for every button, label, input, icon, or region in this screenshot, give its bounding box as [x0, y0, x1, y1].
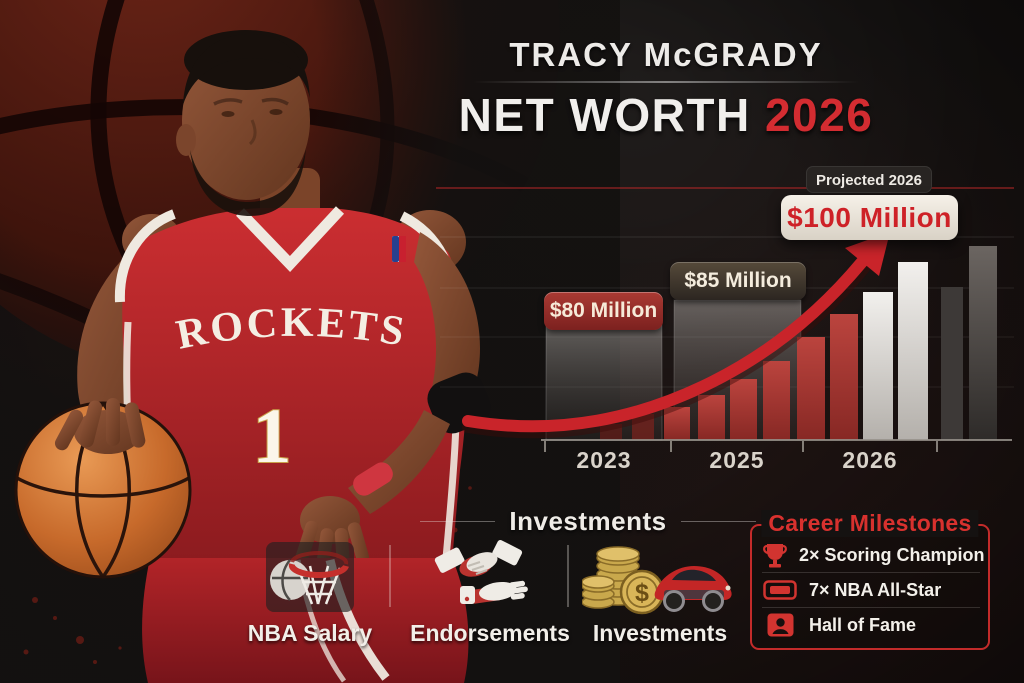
hand-on-ball: [54, 398, 146, 454]
heading-right-line: [680, 520, 757, 523]
trophy-icon: [762, 542, 788, 569]
column-divider-2: [567, 545, 569, 607]
value-label-2025: $85 Million: [670, 262, 806, 300]
chart-axis: [541, 439, 1012, 452]
career-milestones-box: Career Milestones 2× Scoring Champion: [750, 510, 990, 650]
milestone-row-hall-of-fame: Hall of Fame: [762, 608, 980, 642]
projected-value-label: $100 Million: [781, 195, 958, 240]
x-tick-2025: 2025: [709, 447, 765, 473]
player-head: [176, 30, 310, 216]
page-title-networth: NET WORTH 2026: [430, 88, 902, 142]
player-figure: ROCKETS 1: [14, 30, 491, 683]
income-heading-text: Investments: [509, 506, 667, 536]
column-divider-1: [389, 545, 391, 607]
hall-of-fame-portrait-icon: [762, 613, 798, 637]
networth-text: NET WORTH: [458, 89, 751, 141]
heading-left-line: [420, 520, 496, 523]
milestone-label: Hall of Fame: [809, 614, 917, 635]
x-tick-2026: 2026: [842, 447, 898, 473]
coins-and-car-icon: $: [582, 546, 732, 615]
x-tick-2023: 2023: [576, 447, 632, 473]
sports-car: [654, 566, 732, 612]
dollar-sign-glyph: $: [635, 579, 649, 607]
projected-2026-tag: Projected 2026: [806, 166, 932, 193]
milestone-list: 2× Scoring Champion 7× NBA All-Star: [762, 538, 985, 642]
header-title-block: TRACY McGRADY NET WORTH 2026: [430, 36, 902, 142]
income-label-endorsements: Endorsements: [410, 620, 570, 646]
wristband: [353, 462, 393, 496]
jersey-number: 1: [253, 392, 292, 479]
career-milestones-title: Career Milestones: [761, 510, 979, 537]
milestone-label: 7× NBA All-Star: [809, 579, 942, 600]
income-label-investments: Investments: [592, 620, 728, 646]
milestone-row-all-star: 7× NBA All-Star: [762, 573, 980, 608]
allstar-badge-icon: [762, 580, 798, 600]
bar-2026-silver: [863, 292, 893, 440]
milestone-label: 2× Scoring Champion: [799, 544, 985, 565]
growth-trend-arrow: [462, 232, 890, 439]
handshake-icon: [434, 540, 528, 604]
basketball-hoop-icon: [266, 542, 354, 612]
bar-2026-silver-tall: [898, 262, 928, 440]
value-label-2023: $80 Million: [544, 292, 663, 330]
nba-logo-patch: [392, 236, 406, 262]
page-title-name: TRACY McGRADY: [509, 36, 823, 73]
income-section-heading: Investments: [420, 506, 757, 537]
networth-year: 2026: [764, 89, 874, 141]
title-divider: [473, 81, 859, 83]
milestone-row-scoring-champion: 2× Scoring Champion: [762, 538, 985, 573]
income-label-nba-salary: NBA Salary: [247, 620, 373, 646]
